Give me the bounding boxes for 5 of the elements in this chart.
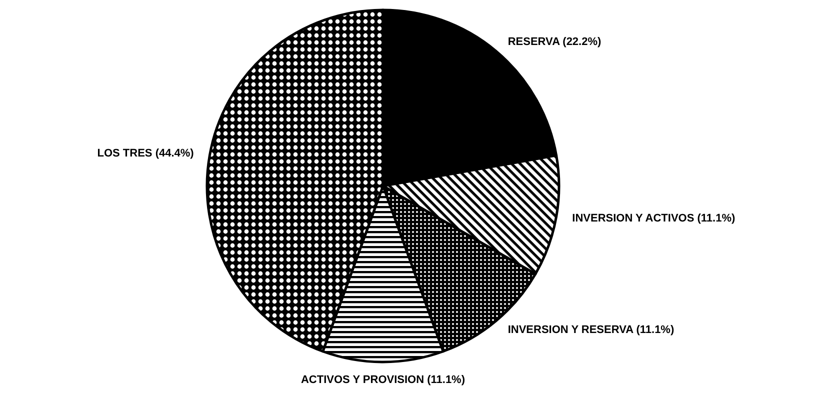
slice-label: INVERSION Y ACTIVOS (11.1%) xyxy=(572,212,736,225)
slice-label: RESERVA (22.2%) xyxy=(508,36,602,48)
slice-label: ACTIVOS Y PROVISION (11.1%) xyxy=(300,374,466,386)
slice-label: LOS TRES (44.4%) xyxy=(97,147,194,160)
slice-label: INVERSION Y RESERVA (11.1%) xyxy=(508,324,674,336)
